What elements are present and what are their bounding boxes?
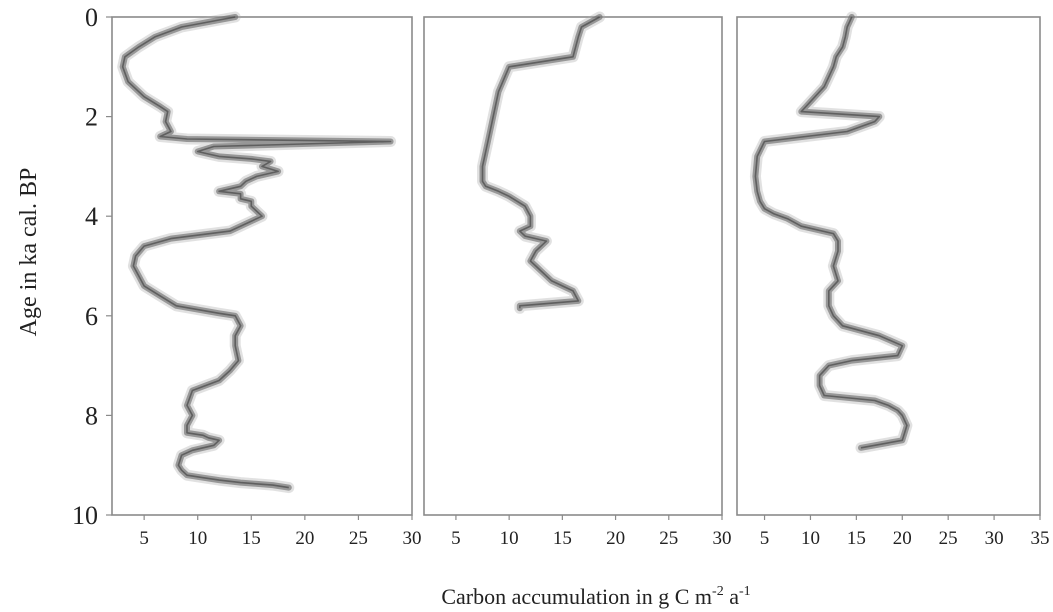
x-tick-label: 5 bbox=[139, 528, 149, 549]
x-tick-label: 15 bbox=[553, 528, 572, 549]
series-core bbox=[754, 16, 908, 449]
series-line bbox=[119, 14, 394, 491]
x-axis-title-main: Carbon accumulation in g C m bbox=[441, 584, 712, 609]
panels: 5 10 15 20 25 30 5 10 15 20 25 30 5 10 15 20 25 30 35 bbox=[111, 11, 1050, 549]
y-tick-label: 0 bbox=[85, 3, 98, 32]
y-tick-label: 8 bbox=[85, 401, 98, 430]
x-tick-label: 20 bbox=[295, 528, 314, 549]
x-axis-title-sup2: -1 bbox=[739, 584, 751, 599]
x-axis-title-mid: a bbox=[724, 584, 740, 609]
x-tick-label: 30 bbox=[403, 528, 422, 549]
x-tick-label: 15 bbox=[242, 528, 261, 549]
y-tick-label: 2 bbox=[85, 103, 98, 132]
x-tick-label: 15 bbox=[847, 528, 866, 549]
panel-frame bbox=[736, 16, 1041, 516]
x-tick-label: 10 bbox=[188, 528, 207, 549]
x-axis-title: Carbon accumulation in g C m-2 a-1 bbox=[441, 584, 750, 609]
panel-frame bbox=[111, 16, 413, 516]
x-tick-label: 5 bbox=[760, 528, 770, 549]
panel-1: 5 10 15 20 25 30 bbox=[111, 11, 422, 549]
panel-2: 5 10 15 20 25 30 bbox=[423, 11, 732, 549]
x-tick-label: 25 bbox=[659, 528, 678, 549]
x-axis-title-sup1: -2 bbox=[712, 584, 724, 599]
x-tick-label: 25 bbox=[939, 528, 958, 549]
x-tick-label: 25 bbox=[349, 528, 368, 549]
y-axis: 0 2 4 6 8 10 bbox=[72, 3, 112, 530]
series-band bbox=[117, 11, 397, 494]
x-tick-label: 20 bbox=[893, 528, 912, 549]
x-tick-label: 10 bbox=[500, 528, 519, 549]
y-tick-label: 6 bbox=[85, 302, 98, 331]
x-tick-label: 5 bbox=[451, 528, 461, 549]
y-tick-label: 10 bbox=[72, 501, 98, 530]
x-tick-label: 20 bbox=[606, 528, 625, 549]
series-core bbox=[121, 16, 392, 489]
y-tick-label: 4 bbox=[85, 202, 98, 231]
panel-3: 5 10 15 20 25 30 35 bbox=[736, 11, 1050, 549]
x-tick-label: 30 bbox=[713, 528, 732, 549]
x-tick-label: 35 bbox=[1031, 528, 1050, 549]
x-tick-label: 30 bbox=[985, 528, 1004, 549]
y-axis-title: Age in ka cal. BP bbox=[16, 168, 42, 337]
series-core bbox=[481, 16, 600, 309]
panel-frame bbox=[423, 16, 723, 516]
x-tick-label: 10 bbox=[801, 528, 820, 549]
